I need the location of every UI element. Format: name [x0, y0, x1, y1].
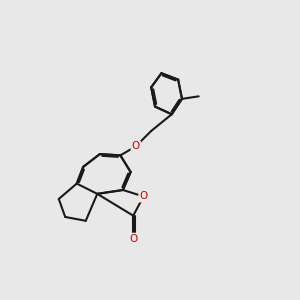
Text: O: O — [132, 141, 140, 152]
Text: O: O — [140, 191, 148, 201]
Text: O: O — [129, 234, 137, 244]
